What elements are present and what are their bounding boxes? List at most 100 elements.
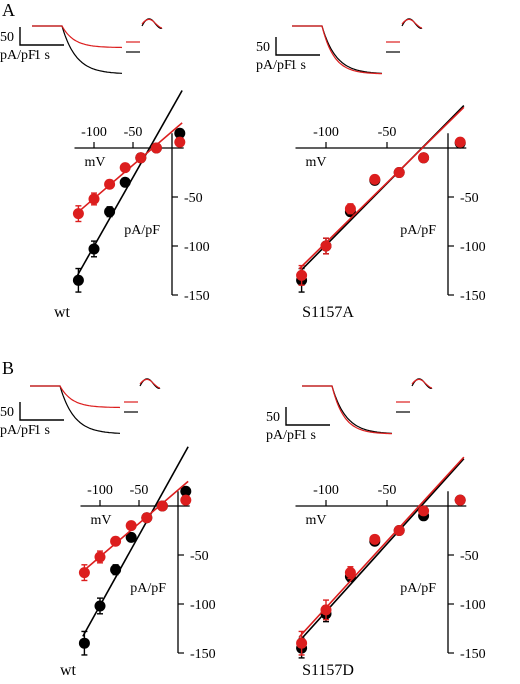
x-axis-label: mV [306,513,327,528]
tail-current-red [411,378,433,389]
section-label-b: B [2,358,14,378]
scale-bar-time: 1 s [34,423,50,438]
current-traces [302,378,433,435]
data-point-black [110,564,122,576]
panel-title: wt [60,662,77,679]
x-axis-label: mV [306,155,327,170]
data-point-black [72,274,84,286]
data-point-black [104,206,116,218]
data-point-red [110,535,122,547]
data-point-red [119,162,131,174]
x-tick-label: -50 [378,483,397,498]
x-tick-label: -100 [313,483,339,498]
y-tick-label: -50 [184,191,203,206]
data-point-red [369,533,381,545]
data-point-red [344,203,356,215]
x-axis-label: mV [85,155,106,170]
data-point-red [88,193,100,205]
iv-panel-a-right: -100 -50-50-100-150mVpA/pFS1157A50pA/pF1 … [256,18,486,321]
scale-bar-time: 1 s [300,428,316,443]
current-traces [30,378,161,434]
data-point-red [369,173,381,185]
y-axis-label: pA/pF [130,581,166,596]
data-point-red [78,567,90,579]
x-tick-label: -50 [130,483,149,498]
data-point-red [418,152,430,164]
data-point-black [174,127,186,139]
data-point-black [180,485,192,497]
data-point-red [344,567,356,579]
y-tick-label: -150 [184,289,210,304]
scale-bar-units: pA/pF [266,428,302,443]
data-point-black [88,243,100,255]
data-point-red [125,520,137,532]
panel-title: S1157A [302,304,354,321]
tail-current-red [401,18,423,29]
data-point-red [296,269,308,281]
data-point-red [180,494,192,506]
data-point-red [393,167,405,178]
scale-bar-time: 1 s [34,48,50,63]
section-label-a: A [2,0,15,20]
trace-black [32,25,122,74]
scale-bar-amplitude: 50 [256,40,270,55]
iv-panel-b-right: -100 -50-50-100-150mVpA/pFS1157D50pA/pF1 … [266,378,486,679]
data-point-black [94,600,106,612]
data-point-red [320,604,332,616]
trace-black [302,385,392,434]
trace-red [292,25,383,75]
scale-bar-units: pA/pF [0,423,36,438]
trace-red [302,385,393,435]
y-tick-label: -100 [460,598,486,613]
scale-bar-units: pA/pF [0,48,36,63]
scale-bar-units: pA/pF [256,58,292,73]
x-tick-label: -50 [124,125,143,140]
x-tick-label: -100 [81,125,107,140]
data-point-red [393,525,405,536]
y-tick-label: -100 [184,240,210,255]
data-point-red [174,136,186,148]
data-point-red [418,505,430,517]
y-tick-label: -150 [460,647,486,662]
y-tick-label: -150 [460,289,486,304]
data-point-red [150,142,162,154]
y-tick-label: -50 [190,549,209,564]
data-point-red [72,208,84,220]
trace-red [30,385,121,409]
tail-current-red [139,378,161,389]
panel-title: S1157D [302,662,354,679]
current-traces [32,18,163,74]
data-point-black [119,176,131,188]
scale-bar-amplitude: 50 [0,30,14,45]
current-traces [292,18,423,75]
scale-bar [19,27,64,46]
panel-title: wt [54,304,71,321]
x-tick-label: -50 [378,125,397,140]
data-point-red [141,512,153,524]
x-tick-label: -100 [87,483,113,498]
data-point-red [454,494,466,506]
scale-bar-amplitude: 50 [266,410,280,425]
y-axis-label: pA/pF [400,223,436,238]
data-point-red [296,637,308,649]
x-tick-label: -100 [313,125,339,140]
scale-bar-time: 1 s [290,58,306,73]
y-axis-label: pA/pF [400,581,436,596]
data-point-black [78,637,90,649]
y-tick-label: -100 [460,240,486,255]
scale-bar-amplitude: 50 [0,405,14,420]
data-point-red [454,136,466,148]
data-point-black [125,531,137,543]
y-tick-label: -150 [190,647,216,662]
data-point-red [104,178,116,190]
scale-bar [285,407,330,426]
scale-bar [19,402,64,421]
x-axis-label: mV [91,513,112,528]
data-point-red [320,240,332,252]
trace-red [32,25,123,49]
data-point-red [156,500,168,512]
tail-current-red [141,18,163,29]
